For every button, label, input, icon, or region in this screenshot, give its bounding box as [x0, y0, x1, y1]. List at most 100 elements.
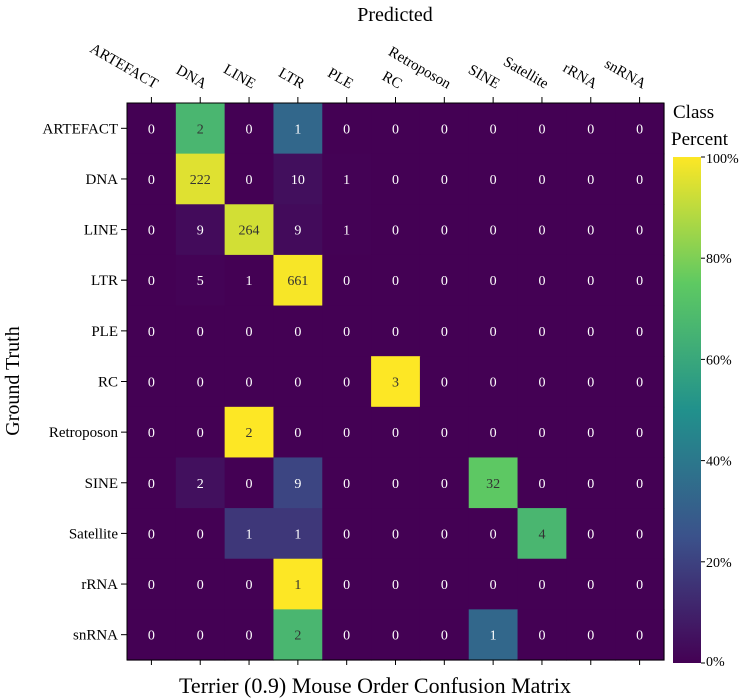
heatmap-cell [224, 406, 275, 459]
cell-value-label: 1 [343, 224, 350, 239]
cell-value-label: 10 [291, 173, 305, 188]
heatmap-cell [224, 457, 275, 509]
cell-value-label: 0 [587, 527, 594, 542]
heatmap-cell [224, 254, 275, 307]
heatmap-cell [175, 153, 226, 205]
cell-value-label: 0 [148, 629, 155, 644]
heatmap-cell [468, 558, 519, 610]
y-axis-title: Ground Truth [2, 326, 24, 435]
x-tick-label: ARTEFACT [87, 41, 160, 93]
heatmap-cell [322, 609, 372, 661]
cell-value-label: 0 [636, 325, 643, 340]
cell-value-label: 0 [490, 173, 497, 188]
cell-value-label: 0 [441, 376, 448, 391]
cell-value-label: 0 [636, 122, 643, 137]
y-tick-label: LTR [91, 273, 118, 289]
heatmap-cell [517, 204, 567, 256]
heatmap-cell [517, 254, 567, 307]
y-tick-label: RC [98, 375, 118, 391]
cell-value-label: 222 [190, 173, 211, 188]
cell-value-label: 0 [538, 629, 545, 644]
heatmap-cell [127, 204, 177, 256]
heatmap-cell [224, 153, 275, 205]
heatmap-cell [127, 406, 177, 459]
cell-value-label: 0 [343, 578, 350, 593]
heatmap-cell [419, 356, 470, 408]
heatmap-cell [468, 609, 519, 661]
cell-value-label: 5 [197, 274, 204, 289]
heatmap-cell [371, 153, 421, 205]
cell-value-label: 0 [636, 578, 643, 593]
cell-value-label: 0 [148, 426, 155, 441]
cell-value-label: 32 [486, 477, 500, 492]
heatmap-cell [566, 204, 616, 256]
cell-value-label: 0 [636, 224, 643, 239]
heatmap-cell [566, 609, 616, 661]
heatmap-cell [127, 254, 177, 307]
heatmap-cell [371, 204, 421, 256]
cell-value-label: 0 [197, 527, 204, 542]
heatmap-cell [419, 305, 470, 357]
heatmap-cell [419, 406, 470, 459]
cell-value-label: 1 [294, 122, 301, 137]
heatmap-cell [273, 153, 323, 205]
cell-value-label: 661 [287, 274, 308, 289]
cell-value-label: 0 [392, 173, 399, 188]
cell-value-label: 0 [538, 578, 545, 593]
x-tick-label: rRNA [560, 60, 600, 92]
heatmap-cell [322, 204, 372, 256]
cell-value-label: 0 [441, 629, 448, 644]
heatmap-cell [615, 204, 665, 256]
heatmap-cell [615, 558, 665, 610]
heatmap-cell [127, 103, 177, 155]
cell-value-label: 0 [490, 376, 497, 391]
cell-value-label: 0 [636, 527, 643, 542]
heatmap-cell [468, 356, 519, 408]
heatmap-cell [371, 103, 421, 155]
cell-value-label: 0 [197, 629, 204, 644]
y-tick-label: snRNA [73, 628, 118, 644]
cell-value-label: 0 [246, 173, 253, 188]
cell-value-label: 0 [148, 477, 155, 492]
heatmap-cell [517, 153, 567, 205]
heatmap-cell [419, 103, 470, 155]
heatmap-cell [468, 406, 519, 459]
cell-value-label: 0 [587, 224, 594, 239]
cell-value-label: 264 [239, 224, 260, 239]
cell-value-label: 0 [246, 122, 253, 137]
heatmap-cell [224, 609, 275, 661]
colorbar-tick-label: 0% [706, 655, 725, 670]
cell-value-label: 0 [246, 578, 253, 593]
heatmap-cell [615, 153, 665, 205]
cell-value-label: 0 [148, 122, 155, 137]
cell-value-label: 0 [587, 376, 594, 391]
y-tick-label: SINE [85, 476, 118, 492]
heatmap-cell [322, 508, 372, 560]
heatmap-cell [566, 406, 616, 459]
cell-value-label: 0 [343, 426, 350, 441]
cell-value-label: 0 [197, 578, 204, 593]
cell-value-label: 0 [538, 426, 545, 441]
cell-value-label: 0 [294, 426, 301, 441]
cell-value-label: 1 [246, 527, 253, 542]
colorbar-tick-label: 60% [706, 353, 732, 368]
x-tick-label: DNA [173, 62, 209, 92]
cell-value-label: 0 [490, 426, 497, 441]
heatmap-cell [175, 356, 226, 408]
cell-value-label: 0 [294, 325, 301, 340]
cell-value-label: 0 [587, 173, 594, 188]
heatmap-cell [127, 305, 177, 357]
cell-value-label: 2 [197, 477, 204, 492]
cell-value-label: 2 [294, 629, 301, 644]
cell-value-label: 9 [197, 224, 204, 239]
cell-value-label: 0 [441, 325, 448, 340]
cell-value-label: 9 [294, 477, 301, 492]
heatmap-cell [322, 457, 372, 509]
cell-value-label: 0 [392, 426, 399, 441]
colorbar-gradient [673, 157, 701, 663]
cell-value-label: 0 [392, 325, 399, 340]
heatmap-cell [615, 508, 665, 560]
heatmap-cell [517, 103, 567, 155]
heatmap-cell [468, 103, 519, 155]
